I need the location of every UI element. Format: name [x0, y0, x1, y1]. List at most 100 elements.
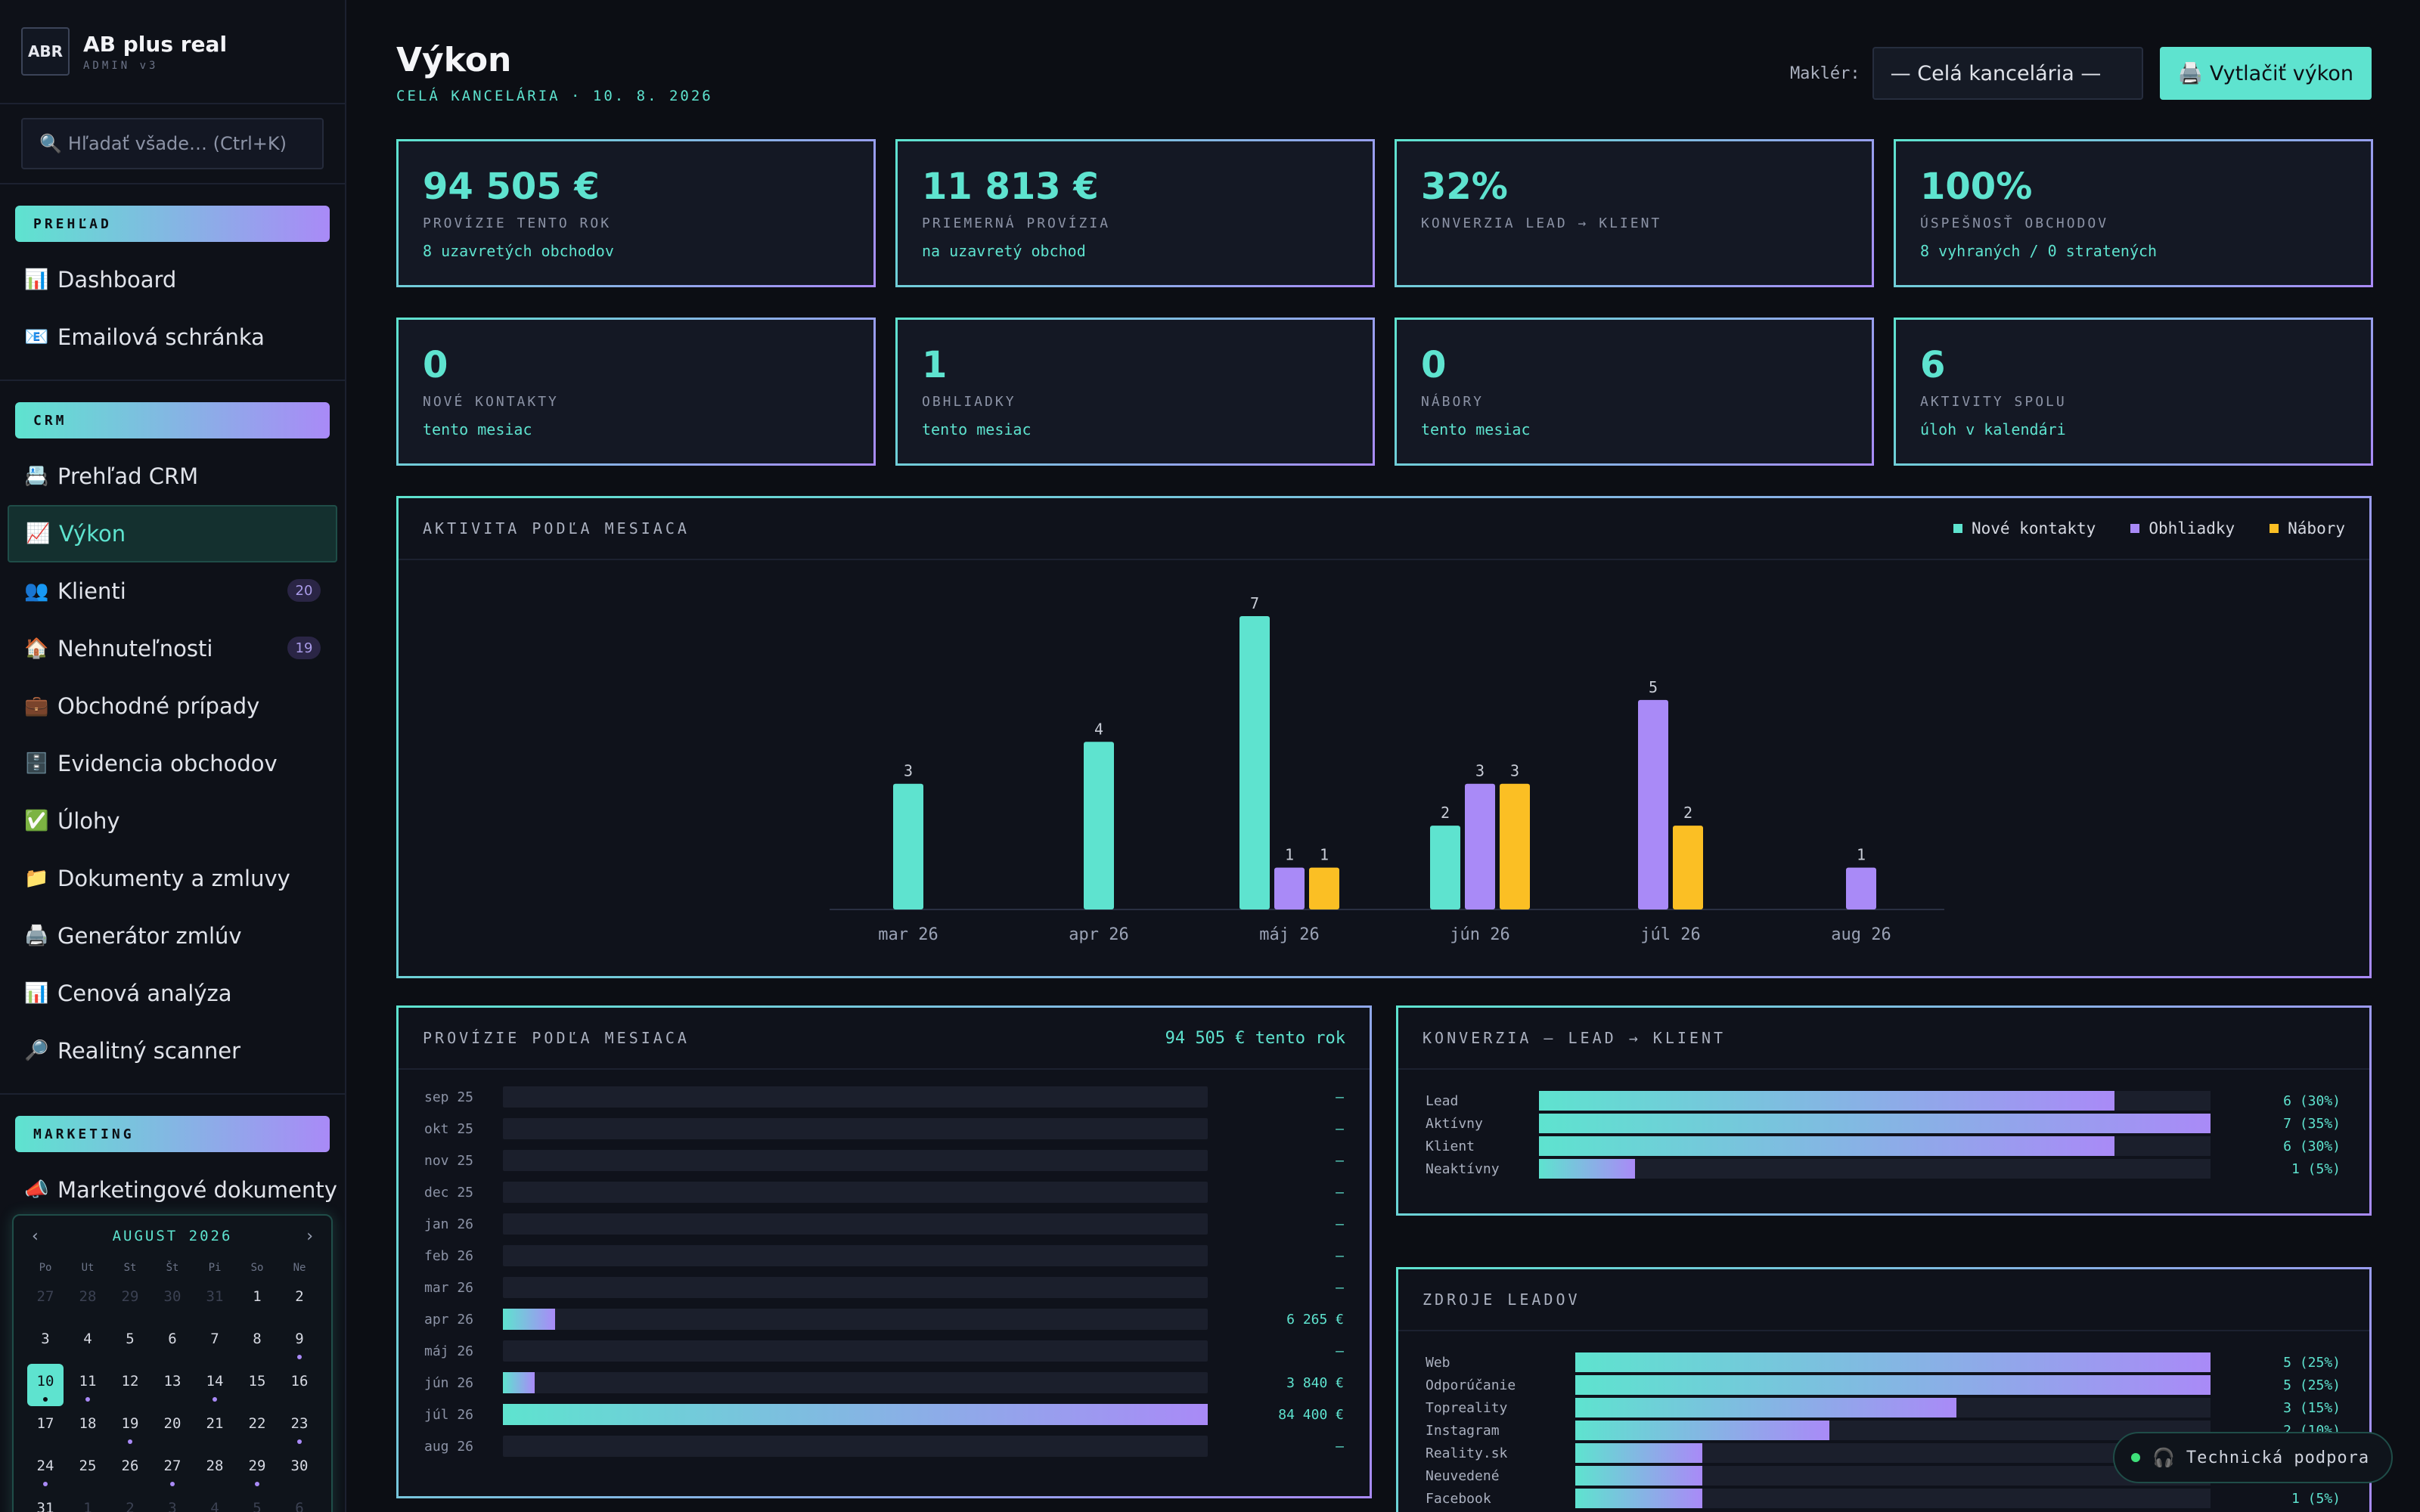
lead-source-label: Reality.sk	[1426, 1445, 1508, 1461]
calendar-day[interactable]: 5	[236, 1491, 278, 1512]
sidebar-icon: 📊	[24, 268, 49, 291]
calendar-day[interactable]: 30	[151, 1279, 194, 1321]
sidebar-item-emailova-schranka[interactable]: 📧 Emailová schránka	[8, 308, 337, 366]
calendar-day[interactable]: 17	[24, 1406, 67, 1448]
calendar-day[interactable]: 9	[278, 1321, 321, 1364]
sidebar-item-prehlad-crm[interactable]: 📇 Prehľad CRM	[8, 448, 337, 505]
activity-legend: Nové kontakty Obhliadky Nábory	[1919, 519, 2345, 538]
calendar-day-number: 31	[206, 1288, 224, 1305]
sidebar-item-obchodne-pripady[interactable]: 💼 Obchodné prípady	[8, 677, 337, 735]
sidebar-item-nehnutelnosti[interactable]: 🏠 Nehnuteľnosti 19	[8, 620, 337, 677]
calendar-day[interactable]: 4	[67, 1321, 109, 1364]
calendar-day[interactable]: 14	[194, 1364, 236, 1406]
calendar-day[interactable]: 23	[278, 1406, 321, 1448]
commission-month: jan 26	[424, 1216, 474, 1232]
calendar-day[interactable]: 20	[151, 1406, 194, 1448]
commission-row: sep 25 —	[424, 1086, 1347, 1108]
commission-track	[503, 1277, 1208, 1298]
search-input[interactable]: 🔍 Hľadať všade… (Ctrl+K)	[21, 118, 324, 169]
sidebar-item-label: Výkon	[59, 521, 126, 547]
broker-select[interactable]: — Celá kancelária —	[1872, 47, 2143, 100]
commission-row: mar 26 —	[424, 1277, 1347, 1298]
sidebar-icon: 📈	[26, 522, 51, 545]
sidebar-item-dashboard[interactable]: 📊 Dashboard	[8, 251, 337, 308]
sidebar-item-klienti[interactable]: 👥 Klienti 20	[8, 562, 337, 620]
calendar-day[interactable]: 1	[67, 1491, 109, 1512]
lead-source-row: Odporúčanie 5 (25%)	[1426, 1375, 2341, 1395]
calendar-day[interactable]: 3	[151, 1491, 194, 1512]
sidebar-item-evidencia-obchodov[interactable]: 🗄️ Evidencia obchodov	[8, 735, 337, 792]
legend-label: Nábory	[2288, 519, 2345, 538]
calendar-day[interactable]: 3	[24, 1321, 67, 1364]
calendar-day[interactable]: 6	[151, 1321, 194, 1364]
calendar-day[interactable]: 12	[109, 1364, 151, 1406]
calendar-day[interactable]: 11	[67, 1364, 109, 1406]
calendar-day[interactable]: 2	[109, 1491, 151, 1512]
sidebar-item-generator-zmluv[interactable]: 🖨️ Generátor zmlúv	[8, 907, 337, 965]
calendar-day[interactable]: 18	[67, 1406, 109, 1448]
kpi-label: ÚSPEŠNOSŤ OBCHODOV	[1920, 215, 2109, 231]
calendar-day[interactable]: 10	[27, 1364, 64, 1406]
calendar-next-button[interactable]: ›	[306, 1226, 313, 1246]
calendar-day[interactable]: 2	[278, 1279, 321, 1321]
legend-item: Obhliadky	[2130, 519, 2235, 538]
calendar-day-number: 30	[290, 1458, 309, 1474]
commission-row: okt 25 —	[424, 1118, 1347, 1139]
sidebar-item-label: Emailová schránka	[57, 324, 265, 350]
legend-label: Nové kontakty	[1971, 519, 2096, 538]
sidebar-item-label: Evidencia obchodov	[57, 751, 278, 776]
sidebar-item-vykon[interactable]: 📈 Výkon	[8, 505, 337, 562]
calendar-day[interactable]: 24	[24, 1448, 67, 1491]
calendar-day[interactable]: 19	[109, 1406, 151, 1448]
calendar-day[interactable]: 8	[236, 1321, 278, 1364]
sidebar-item-marketingove-dokumenty[interactable]: 📣 Marketingové dokumenty	[8, 1161, 337, 1219]
calendar-day[interactable]: 15	[236, 1364, 278, 1406]
calendar-day[interactable]: 30	[278, 1448, 321, 1491]
print-button[interactable]: 🖨️ Vytlačiť výkon	[2159, 47, 2372, 100]
commission-value: —	[1336, 1120, 1344, 1137]
lead-source-track	[1575, 1375, 2211, 1395]
calendar-prev-button[interactable]: ‹	[32, 1226, 39, 1246]
brand[interactable]: ABR AB plus real ADMIN v3	[0, 0, 345, 104]
commission-month: máj 26	[424, 1343, 474, 1359]
calendar-day-number: 8	[253, 1331, 262, 1347]
calendar-day[interactable]: 13	[151, 1364, 194, 1406]
sidebar-item-ulohy[interactable]: ✅ Úlohy	[8, 792, 337, 850]
calendar-day[interactable]: 4	[194, 1491, 236, 1512]
support-button[interactable]: 🎧 Technická podpora	[2113, 1432, 2393, 1483]
calendar-day-number: 12	[121, 1373, 139, 1390]
commission-row: jan 26 —	[424, 1213, 1347, 1235]
conversion-track	[1539, 1114, 2211, 1133]
sidebar-icon: 💼	[24, 695, 49, 717]
calendar-day[interactable]: 22	[236, 1406, 278, 1448]
calendar-day[interactable]: 31	[194, 1279, 236, 1321]
calendar-day[interactable]: 16	[278, 1364, 321, 1406]
calendar-day[interactable]: 21	[194, 1406, 236, 1448]
calendar-day[interactable]: 27	[151, 1448, 194, 1491]
calendar-day[interactable]: 27	[24, 1279, 67, 1321]
commission-month: júl 26	[424, 1406, 474, 1423]
x-tick-label: mar 26	[878, 925, 938, 944]
sidebar-item-label: Realitný scanner	[57, 1038, 241, 1064]
lead-source-row: Reality.sk1 (5%)	[1426, 1443, 2341, 1463]
calendar-day[interactable]: 29	[236, 1448, 278, 1491]
calendar-day[interactable]: 29	[109, 1279, 151, 1321]
nav-section: CRM 📇 Prehľad CRM 📈 Výkon 👥 Klienti 20 🏠 Nehnuteľ…	[0, 380, 345, 1093]
conversion-value: 6 (30%)	[2283, 1092, 2341, 1109]
calendar-day[interactable]: 28	[67, 1279, 109, 1321]
commission-row: aug 26 —	[424, 1436, 1347, 1457]
calendar-day[interactable]: 25	[67, 1448, 109, 1491]
calendar-weekday: Št	[166, 1262, 179, 1274]
calendar-day[interactable]: 1	[236, 1279, 278, 1321]
calendar-day[interactable]: 6	[278, 1491, 321, 1512]
sidebar-item-dokumenty-a-zmluvy[interactable]: 📁 Dokumenty a zmluvy	[8, 850, 337, 907]
calendar-day[interactable]: 7	[194, 1321, 236, 1364]
calendar-day[interactable]: 28	[194, 1448, 236, 1491]
calendar-day-number: 30	[163, 1288, 182, 1305]
conversion-value: 6 (30%)	[2283, 1138, 2341, 1154]
calendar-day[interactable]: 5	[109, 1321, 151, 1364]
calendar-day[interactable]: 26	[109, 1448, 151, 1491]
sidebar-item-cenova-analyza[interactable]: 📊 Cenová analýza	[8, 965, 337, 1022]
sidebar-item-realitny-scanner[interactable]: 🔎 Realitný scanner	[8, 1022, 337, 1080]
calendar-day[interactable]: 31	[24, 1491, 67, 1512]
